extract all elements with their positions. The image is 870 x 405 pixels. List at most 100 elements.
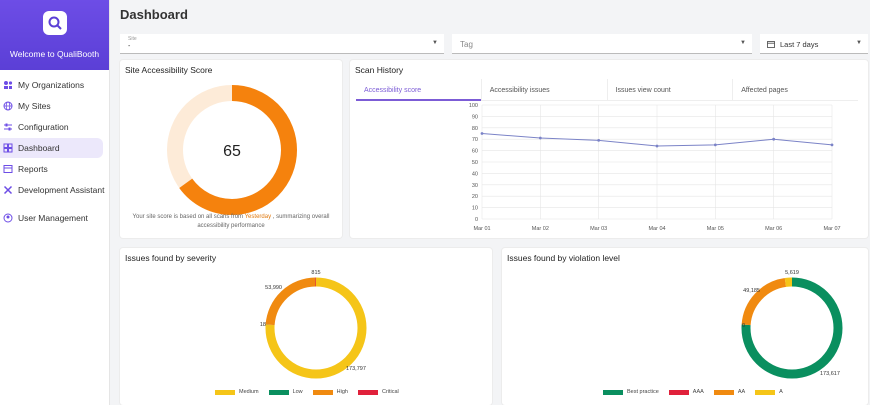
tag-select-placeholder: Tag (460, 40, 473, 49)
sidebar-item-user-management[interactable]: User Management (0, 208, 103, 228)
site-select-label: Site (128, 36, 137, 42)
scan-history-card: Scan History Accessibility score Accessi… (350, 60, 868, 238)
data-point[interactable] (655, 144, 659, 148)
legend-item-low[interactable]: Low (268, 389, 303, 395)
legend-label: High (336, 389, 348, 395)
qualibooth-logo-icon (42, 11, 67, 35)
issues-by-severity-card: Issues found by severity 173,797 18 53,990… (120, 248, 492, 405)
card-title: Scan History (355, 65, 404, 75)
slice-value-label: 173,797 (346, 366, 366, 372)
sidebar-item-my-organizations[interactable]: My Organizations (0, 75, 103, 95)
legend-swatch (268, 389, 289, 395)
data-point[interactable] (830, 143, 834, 147)
y-tick-label: 80 (472, 126, 478, 132)
legend-label: AA (737, 389, 746, 395)
legend-swatch (755, 389, 776, 395)
tab-accessibility-score[interactable]: Accessibility score (356, 79, 482, 101)
data-point[interactable] (538, 136, 542, 140)
issues-by-violation-level-card: Issues found by violation level 173,617 0… (502, 248, 868, 405)
sidebar-nav: My Organizations My Sites Configuration … (0, 70, 109, 228)
slice-value-label: 5,619 (785, 270, 799, 276)
y-tick-label: 70 (472, 137, 478, 143)
legend-item-medium[interactable]: Medium (215, 389, 259, 395)
sidebar-item-label: Development Assistant (18, 185, 105, 195)
legend-label: Critical (381, 389, 399, 395)
site-select[interactable]: Site - ▼ (120, 34, 444, 54)
sidebar-item-dashboard[interactable]: Dashboard (0, 138, 103, 158)
x-tick-label: Mar 02 (532, 226, 549, 232)
data-point[interactable] (480, 132, 484, 135)
donut-slice[interactable] (265, 277, 367, 379)
legend-item-a[interactable]: A (755, 389, 783, 395)
tab-affected-pages[interactable]: Affected pages (741, 87, 788, 94)
slice-value-label: 815 (311, 270, 320, 276)
severity-legend: Medium Low High Critical (215, 389, 399, 395)
sidebar-item-label: Reports (18, 164, 48, 174)
legend-swatch (312, 389, 333, 395)
legend-item-critical[interactable]: Critical (357, 389, 399, 395)
sidebar-item-label: User Management (18, 213, 88, 223)
scan-history-tabs: Accessibility score Accessibility issues… (356, 79, 858, 101)
legend-swatch (357, 389, 378, 395)
legend-label: Medium (239, 389, 259, 395)
y-tick-label: 0 (475, 217, 478, 223)
data-point[interactable] (597, 138, 601, 142)
dashboard-icon (3, 143, 13, 153)
sidebar-item-label: Configuration (18, 122, 69, 132)
sidebar-item-label: My Sites (18, 101, 51, 111)
site-select-value: - (128, 43, 131, 50)
score-note: Your site score is based on all scans fr… (120, 213, 342, 231)
brand-title: Welcome to QualiBooth (9, 49, 100, 59)
slice-value-label: 173,617 (820, 371, 840, 377)
sidebar-item-my-sites[interactable]: My Sites (0, 96, 103, 116)
org-icon (3, 80, 13, 90)
y-tick-label: 60 (472, 149, 478, 155)
x-tick-label: Mar 01 (473, 226, 490, 232)
legend-swatch (215, 389, 235, 395)
date-range-select[interactable]: Last 7 days ▼ (760, 34, 868, 54)
y-tick-label: 20 (472, 194, 478, 200)
y-tick-label: 50 (472, 160, 478, 166)
legend-item-high[interactable]: High (312, 389, 348, 395)
legend-swatch (668, 389, 689, 395)
legend-label: AAA (692, 389, 704, 395)
sidebar: Welcome to QualiBooth My Organizations M… (0, 0, 110, 405)
calendar-icon (767, 40, 775, 50)
x-tick-label: Mar 05 (707, 226, 724, 232)
reports-icon (3, 164, 13, 174)
x-tick-label: Mar 04 (648, 226, 665, 232)
legend-label: A (779, 389, 783, 395)
legend-swatch (713, 389, 734, 395)
tab-accessibility-issues[interactable]: Accessibility issues (482, 79, 608, 100)
legend-item-aa[interactable]: AA (713, 389, 746, 395)
tools-icon (3, 185, 13, 195)
violation-legend: Best practice AAA AA A (603, 389, 783, 395)
data-point[interactable] (713, 143, 717, 147)
slice-value-label: 0 (742, 323, 745, 329)
legend-label: Best practice (627, 389, 659, 395)
chevron-down-icon: ▼ (432, 40, 438, 46)
x-tick-label: Mar 03 (590, 226, 607, 232)
sidebar-item-development-assistant[interactable]: Development Assistant (0, 180, 105, 200)
card-title: Issues found by severity (125, 253, 217, 263)
chevron-down-icon: ▼ (856, 40, 862, 46)
legend-item-best-practice[interactable]: Best practice (603, 389, 659, 395)
sidebar-item-reports[interactable]: Reports (0, 159, 103, 179)
page-title: Dashboard (120, 7, 188, 22)
sidebar-item-label: My Organizations (18, 80, 85, 90)
tag-select[interactable]: Tag ▼ (452, 34, 752, 54)
sidebar-item-configuration[interactable]: Configuration (0, 117, 103, 137)
brand-header[interactable]: Welcome to QualiBooth (0, 0, 109, 70)
legend-label: Low (292, 389, 303, 395)
x-tick-label: Mar 06 (765, 226, 782, 232)
nav-divider (0, 201, 109, 207)
y-tick-label: 30 (472, 183, 478, 189)
donut-slice[interactable] (741, 277, 843, 379)
legend-item-aaa[interactable]: AAA (668, 389, 704, 395)
legend-swatch (603, 389, 623, 395)
slice-value-label: 49,185 (743, 288, 760, 294)
data-point[interactable] (772, 137, 776, 141)
score-gauge: 65 (167, 85, 297, 215)
tab-issues-view-count[interactable]: Issues view count (608, 79, 734, 100)
score-value: 65 (223, 143, 241, 160)
